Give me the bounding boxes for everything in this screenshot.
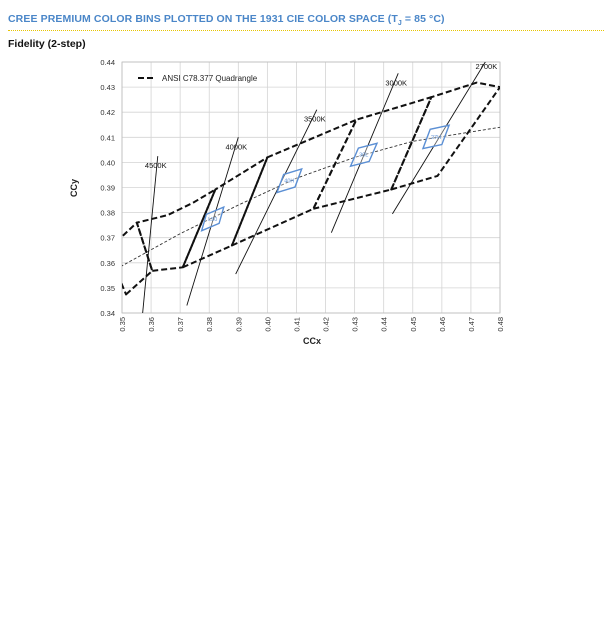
isotherm-line	[186, 137, 239, 306]
x-tick-label: 0.47	[467, 317, 476, 332]
ansi-quadrangle	[230, 118, 358, 247]
y-tick-label: 0.37	[100, 234, 115, 243]
x-tick-label: 0.44	[380, 317, 389, 332]
x-tick-label: 0.45	[409, 317, 418, 332]
x-axis-label: CCx	[303, 336, 321, 346]
color-bin-label: 27H	[431, 135, 441, 141]
legend-label: ANSI C78.377 Quadrangle	[162, 74, 258, 83]
isotherm-label: 2700K	[476, 62, 498, 71]
planckian-locus	[122, 126, 500, 267]
plot-border	[121, 61, 501, 314]
x-tick-label: 0.37	[176, 317, 185, 332]
x-tick-label: 0.36	[147, 317, 156, 332]
axes: 0.35 0.36 0.37 0.38 0.39 0.40 0.41 0.42 0.43 0.44…	[100, 58, 505, 332]
isotherm-label: 4500K	[145, 161, 167, 170]
y-tick-label: 0.40	[100, 158, 115, 167]
y-tick-label: 0.43	[100, 83, 115, 92]
x-tick-label: 0.46	[438, 317, 447, 332]
x-tick-label: 0.39	[234, 317, 243, 332]
page-title: CREE PREMIUM COLOR BINS PLOTTED ON THE 1…	[8, 13, 445, 28]
ansi-quadrangle	[390, 81, 500, 191]
isotherm-label: 3500K	[304, 115, 326, 124]
y-tick-label: 0.41	[100, 133, 115, 142]
legend: ANSI C78.377 Quadrangle	[138, 74, 258, 83]
x-tick-label: 0.43	[351, 317, 360, 332]
x-tick-label: 0.42	[322, 317, 331, 332]
plot-area: L50 40H 30L 27H	[122, 62, 500, 313]
y-tick-label: 0.38	[100, 209, 115, 218]
isotherm-line	[142, 156, 159, 313]
x-tick-label: 0.40	[263, 317, 272, 332]
y-tick-label: 0.34	[100, 309, 115, 318]
color-bin	[200, 205, 225, 232]
y-tick-label: 0.35	[100, 284, 115, 293]
isotherm-line	[235, 109, 318, 275]
color-bin-label: 30L	[359, 153, 368, 159]
title-rule	[8, 30, 604, 31]
color-bin	[349, 142, 379, 168]
y-tick-label: 0.44	[100, 58, 115, 67]
y-tick-label: 0.36	[100, 259, 115, 268]
y-tick-label: 0.39	[100, 184, 115, 193]
isotherm-label: 4000K	[225, 142, 247, 151]
color-bin-label: 40H	[284, 179, 294, 185]
x-tick-label: 0.41	[292, 317, 301, 332]
isotherm-line	[330, 73, 399, 233]
y-tick-label: 0.42	[100, 108, 115, 117]
color-bin	[275, 167, 303, 194]
x-tick-label: 0.38	[205, 317, 214, 332]
color-bin	[421, 124, 451, 150]
isotherm-labels: 4500K 4000K 3500K 3000K 2700K	[145, 62, 497, 170]
chart-subtitle: Fidelity (2-step)	[8, 38, 86, 50]
x-tick-label: 0.35	[118, 317, 127, 332]
x-tick-label: 0.48	[496, 317, 505, 332]
color-bin-label: L50	[208, 217, 217, 223]
y-axis-label: CCy	[69, 179, 79, 197]
isotherm-label: 3000K	[385, 78, 407, 87]
grid	[121, 61, 501, 314]
